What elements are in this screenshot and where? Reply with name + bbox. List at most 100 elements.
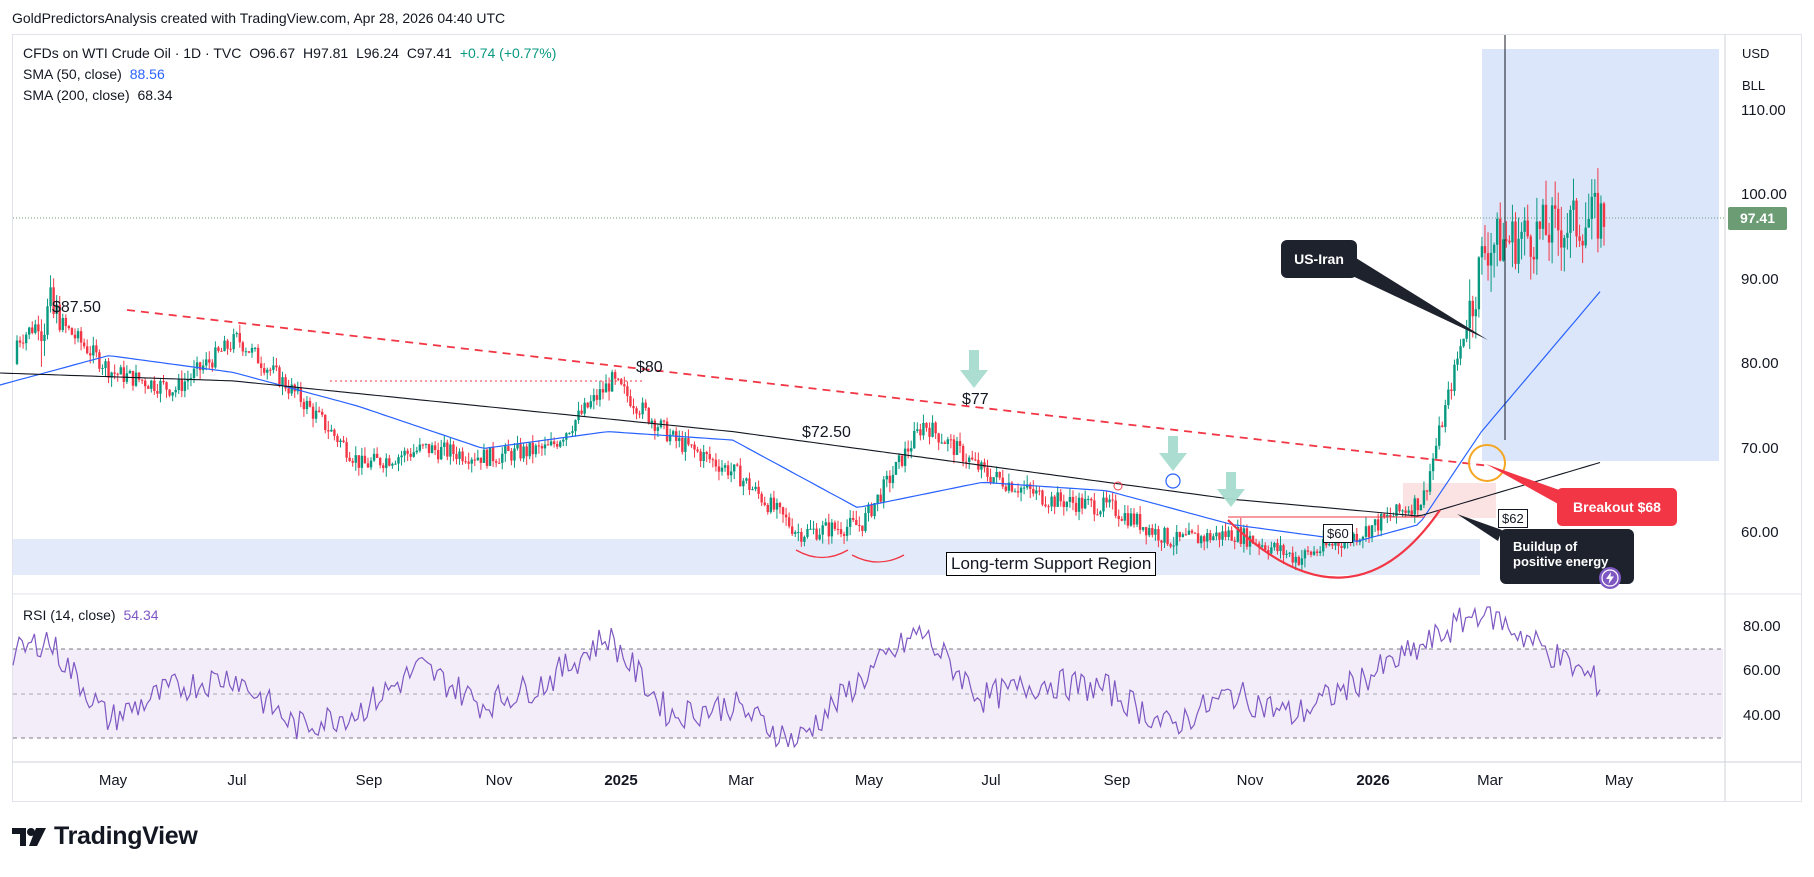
candle-body [1315, 551, 1319, 553]
candle-body [864, 513, 867, 531]
candle-body [653, 420, 657, 431]
candle-body [803, 536, 806, 542]
candle-body [1337, 542, 1340, 547]
candle-body [208, 359, 211, 363]
candle-body [968, 457, 971, 462]
candle-body [342, 440, 345, 443]
unit-label[interactable]: BLL [1742, 78, 1766, 93]
price-tick-label: 80.00 [1741, 355, 1779, 372]
candle-body [986, 467, 989, 477]
candle-body [378, 458, 382, 466]
candle-body [82, 342, 86, 347]
candle-body [198, 362, 202, 371]
candle-body [855, 519, 858, 526]
candle-body [1141, 527, 1145, 530]
candle-body [998, 471, 1001, 478]
candle-body [1135, 514, 1139, 525]
candle-body [482, 449, 486, 463]
candle-body [681, 437, 684, 452]
candle-body [1520, 231, 1523, 239]
candle-body [421, 444, 425, 446]
candle-body [543, 444, 547, 449]
candle-body [195, 362, 199, 369]
candle-body [52, 287, 55, 314]
candle-body [226, 340, 229, 349]
candle-body [711, 459, 715, 461]
label-60: $60 [1323, 524, 1353, 543]
currency-label[interactable]: USD [1742, 46, 1770, 61]
candle-body [534, 445, 538, 455]
candle-body [665, 421, 669, 442]
ohlc-low: L96.24 [356, 45, 399, 61]
candle-body [913, 430, 916, 449]
candle-body [214, 347, 217, 368]
candle-body [595, 395, 599, 400]
candle-body [266, 369, 269, 373]
candle-body [1227, 530, 1230, 538]
us-iran-callout[interactable]: US-Iran [1281, 240, 1357, 278]
candle-body [580, 410, 583, 414]
candle-body [1599, 203, 1603, 239]
candle-body [974, 459, 977, 461]
label-77: $77 [962, 391, 989, 408]
candle-body [1383, 513, 1386, 518]
candle-body [1123, 513, 1127, 521]
legend-sma50-row[interactable]: SMA (50, close) 88.56 [23, 66, 165, 82]
candle-body [1431, 458, 1435, 472]
candle-body [876, 494, 879, 504]
candle-body [430, 445, 434, 454]
candle-body [946, 439, 950, 444]
candle-body [55, 304, 58, 314]
candle-body [61, 318, 64, 331]
candle-body [177, 378, 180, 390]
candle-body [1477, 257, 1481, 310]
candle-body [1422, 490, 1426, 505]
candle-body [1016, 491, 1020, 493]
candle-body [424, 443, 428, 445]
candle-body [143, 380, 147, 387]
candle-body [159, 380, 162, 394]
ohlc-change: +0.74 (+0.77%) [459, 45, 557, 61]
sma200-label: SMA (200, close) [23, 87, 130, 103]
candle-body [467, 461, 470, 464]
candle-body [861, 525, 864, 531]
candle-body [345, 442, 348, 458]
candle-body [250, 347, 254, 353]
breakout-callout[interactable]: Breakout $68 [1557, 488, 1677, 526]
candle-body [363, 455, 367, 464]
candle-body [400, 455, 403, 458]
candle-body [1318, 551, 1322, 553]
legend-sma200-row[interactable]: SMA (200, close) 68.34 [23, 87, 173, 103]
candle-body [1462, 338, 1465, 347]
candle-body [70, 328, 74, 335]
candle-body [1007, 482, 1011, 491]
candle-body [147, 386, 150, 389]
candle-body [1169, 544, 1172, 547]
candle-body [769, 497, 773, 513]
candle-body [284, 377, 287, 389]
candle-body [1395, 504, 1398, 517]
candle-body [491, 447, 495, 462]
candle-body [95, 345, 98, 353]
buildup-pointer [1457, 514, 1502, 541]
candle-body [1505, 239, 1508, 241]
candle-body [1175, 531, 1178, 546]
candle-body [1386, 514, 1389, 518]
candle-body [1557, 208, 1560, 231]
legend-rsi-row[interactable]: RSI (14, close) 54.34 [23, 607, 159, 623]
candle-body [1215, 532, 1218, 537]
candle-body [790, 526, 794, 534]
price-tick-label: 90.00 [1741, 270, 1779, 288]
bottom-arc-right [851, 554, 905, 563]
candle-body [269, 369, 272, 371]
candle-body [949, 439, 953, 441]
candle-body [1569, 209, 1572, 233]
candle-body [629, 396, 632, 407]
lightning-icon[interactable] [1597, 565, 1623, 591]
candle-body [174, 389, 177, 393]
candle-body [546, 444, 550, 446]
candle-body [1410, 510, 1413, 515]
candle-body [592, 395, 596, 402]
candle-body [232, 334, 235, 350]
candle-body [1224, 531, 1227, 538]
